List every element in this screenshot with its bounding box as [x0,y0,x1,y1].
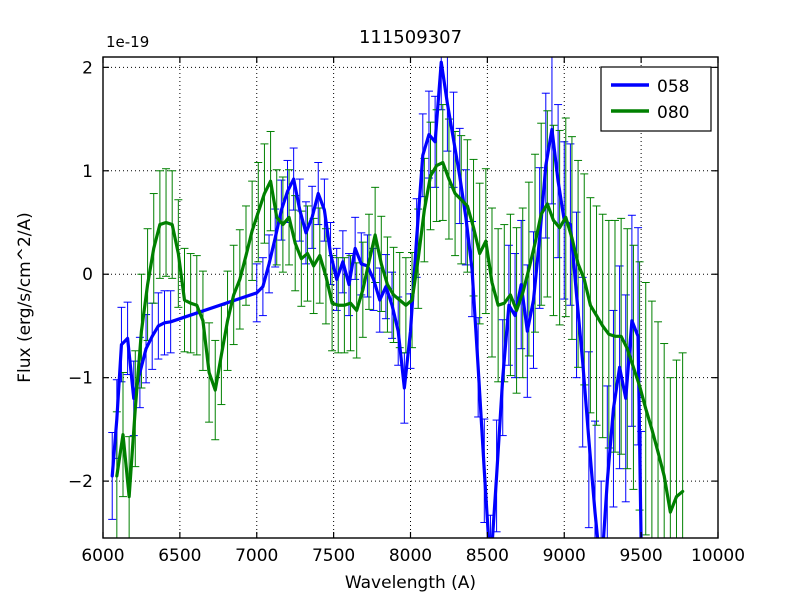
xtick-label: 10000 [691,546,745,566]
xtick-label: 7000 [235,546,278,566]
ytick-label: 1 [82,162,93,182]
data-series-lines [110,60,685,538]
ytick-label: 2 [82,58,93,78]
legend-label-058: 058 [657,77,689,97]
legend-frame [600,66,712,132]
xtick-label: 8000 [389,546,432,566]
chart-title: 111509307 [359,27,462,48]
ytick-label: −1 [68,369,93,389]
ytick-label: −2 [68,472,93,492]
series-line-080 [115,160,685,514]
x-axis-label: Wavelength (A) [345,573,476,593]
axis-text-labels: 6000 6500 7000 7500 8000 8500 9000 9500 10000 −2 −… [15,27,745,593]
xtick-label: 7500 [312,546,355,566]
xtick-label: 9500 [619,546,662,566]
xtick-label: 9000 [543,546,586,566]
y-axis-offset-text: 1e-19 [106,33,149,51]
y-axis-label: Flux (erg/s/cm^2/A) [15,212,35,383]
xtick-label: 6000 [81,546,124,566]
axis-ticks [102,57,719,538]
ytick-label: 0 [82,265,93,285]
xtick-label: 6500 [158,546,201,566]
legend-label-080: 080 [657,103,689,123]
xtick-label: 8500 [466,546,509,566]
